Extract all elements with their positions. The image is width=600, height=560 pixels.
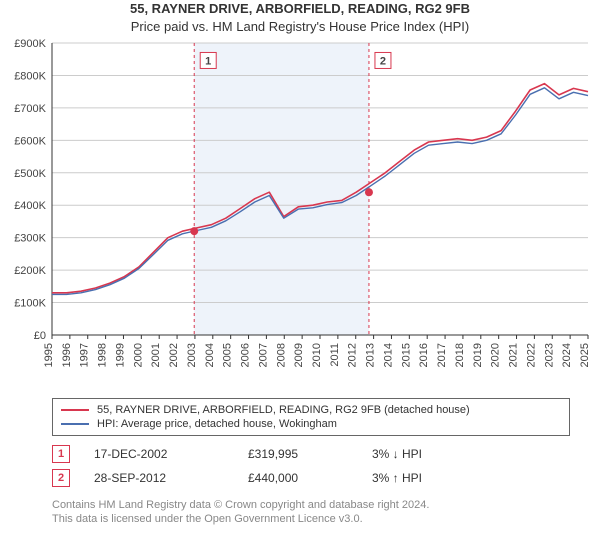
svg-text:2024: 2024 <box>561 343 573 367</box>
svg-text:2023: 2023 <box>543 343 555 367</box>
svg-text:£700K: £700K <box>14 103 46 115</box>
svg-text:1996: 1996 <box>61 343 73 367</box>
svg-text:2005: 2005 <box>222 343 234 367</box>
legend-item: HPI: Average price, detached house, Woki… <box>61 417 561 431</box>
legend-label: 55, RAYNER DRIVE, ARBORFIELD, READING, R… <box>97 404 470 416</box>
svg-text:1995: 1995 <box>43 343 55 367</box>
svg-text:£200K: £200K <box>14 265 46 277</box>
svg-text:2008: 2008 <box>275 343 287 367</box>
svg-text:2001: 2001 <box>150 343 162 367</box>
transaction-row: 2 28-SEP-2012 £440,000 3% ↑ HPI <box>52 466 570 490</box>
svg-text:1998: 1998 <box>97 343 109 367</box>
footer: Contains HM Land Registry data © Crown c… <box>52 498 570 527</box>
svg-text:2006: 2006 <box>240 343 252 367</box>
page-title: 55, RAYNER DRIVE, ARBORFIELD, READING, R… <box>0 0 600 18</box>
transaction-marker: 1 <box>52 445 70 463</box>
svg-text:1997: 1997 <box>79 343 91 367</box>
svg-text:£800K: £800K <box>14 71 46 83</box>
svg-text:£100K: £100K <box>14 298 46 310</box>
svg-text:2015: 2015 <box>400 343 412 367</box>
svg-text:1999: 1999 <box>114 343 126 367</box>
transaction-marker: 2 <box>52 469 70 487</box>
svg-text:2002: 2002 <box>168 343 180 367</box>
transaction-price: £440,000 <box>248 471 358 485</box>
svg-text:2019: 2019 <box>472 343 484 367</box>
legend-swatch <box>61 423 89 425</box>
transaction-row: 1 17-DEC-2002 £319,995 3% ↓ HPI <box>52 442 570 466</box>
legend-swatch <box>61 409 89 411</box>
page-subtitle: Price paid vs. HM Land Registry's House … <box>0 18 600 36</box>
svg-text:2011: 2011 <box>329 343 341 367</box>
svg-text:2020: 2020 <box>490 343 502 367</box>
transaction-delta: 3% ↑ HPI <box>372 471 570 485</box>
svg-text:£500K: £500K <box>14 168 46 180</box>
svg-text:2012: 2012 <box>347 343 359 367</box>
transactions: 1 17-DEC-2002 £319,995 3% ↓ HPI 2 28-SEP-2012… <box>52 442 570 490</box>
svg-text:2025: 2025 <box>579 343 591 367</box>
svg-text:2017: 2017 <box>436 343 448 367</box>
svg-text:2003: 2003 <box>186 343 198 367</box>
transaction-price: £319,995 <box>248 447 358 461</box>
chart: £0 £100K £200K £300K £400K £500K £600K £700K £80… <box>0 35 600 390</box>
svg-text:£0: £0 <box>34 330 46 342</box>
transaction-delta: 3% ↓ HPI <box>372 447 570 461</box>
legend-item: 55, RAYNER DRIVE, ARBORFIELD, READING, R… <box>61 403 561 417</box>
svg-text:2004: 2004 <box>204 343 216 367</box>
svg-text:2016: 2016 <box>418 343 430 367</box>
svg-text:2007: 2007 <box>257 343 269 367</box>
svg-text:2022: 2022 <box>525 343 537 367</box>
svg-text:2: 2 <box>380 56 386 68</box>
svg-text:£300K: £300K <box>14 233 46 245</box>
chart-svg: £0 £100K £200K £300K £400K £500K £600K £700K £80… <box>0 35 600 385</box>
footer-line-1: Contains HM Land Registry data © Crown c… <box>52 498 570 512</box>
svg-text:1: 1 <box>205 56 211 68</box>
svg-text:2010: 2010 <box>311 343 323 367</box>
svg-text:2021: 2021 <box>508 343 520 367</box>
footer-line-2: This data is licensed under the Open Gov… <box>52 512 570 526</box>
legend-label: HPI: Average price, detached house, Woki… <box>97 418 337 430</box>
svg-text:2018: 2018 <box>454 343 466 367</box>
svg-text:2013: 2013 <box>365 343 377 367</box>
legend-box: 55, RAYNER DRIVE, ARBORFIELD, READING, R… <box>52 398 570 436</box>
svg-text:2000: 2000 <box>132 343 144 367</box>
svg-text:2014: 2014 <box>382 343 394 367</box>
svg-text:£400K: £400K <box>14 200 46 212</box>
svg-text:2009: 2009 <box>293 343 305 367</box>
svg-text:£600K: £600K <box>14 135 46 147</box>
transaction-date: 17-DEC-2002 <box>94 447 234 461</box>
transaction-date: 28-SEP-2012 <box>94 471 234 485</box>
svg-text:£900K: £900K <box>14 38 46 50</box>
